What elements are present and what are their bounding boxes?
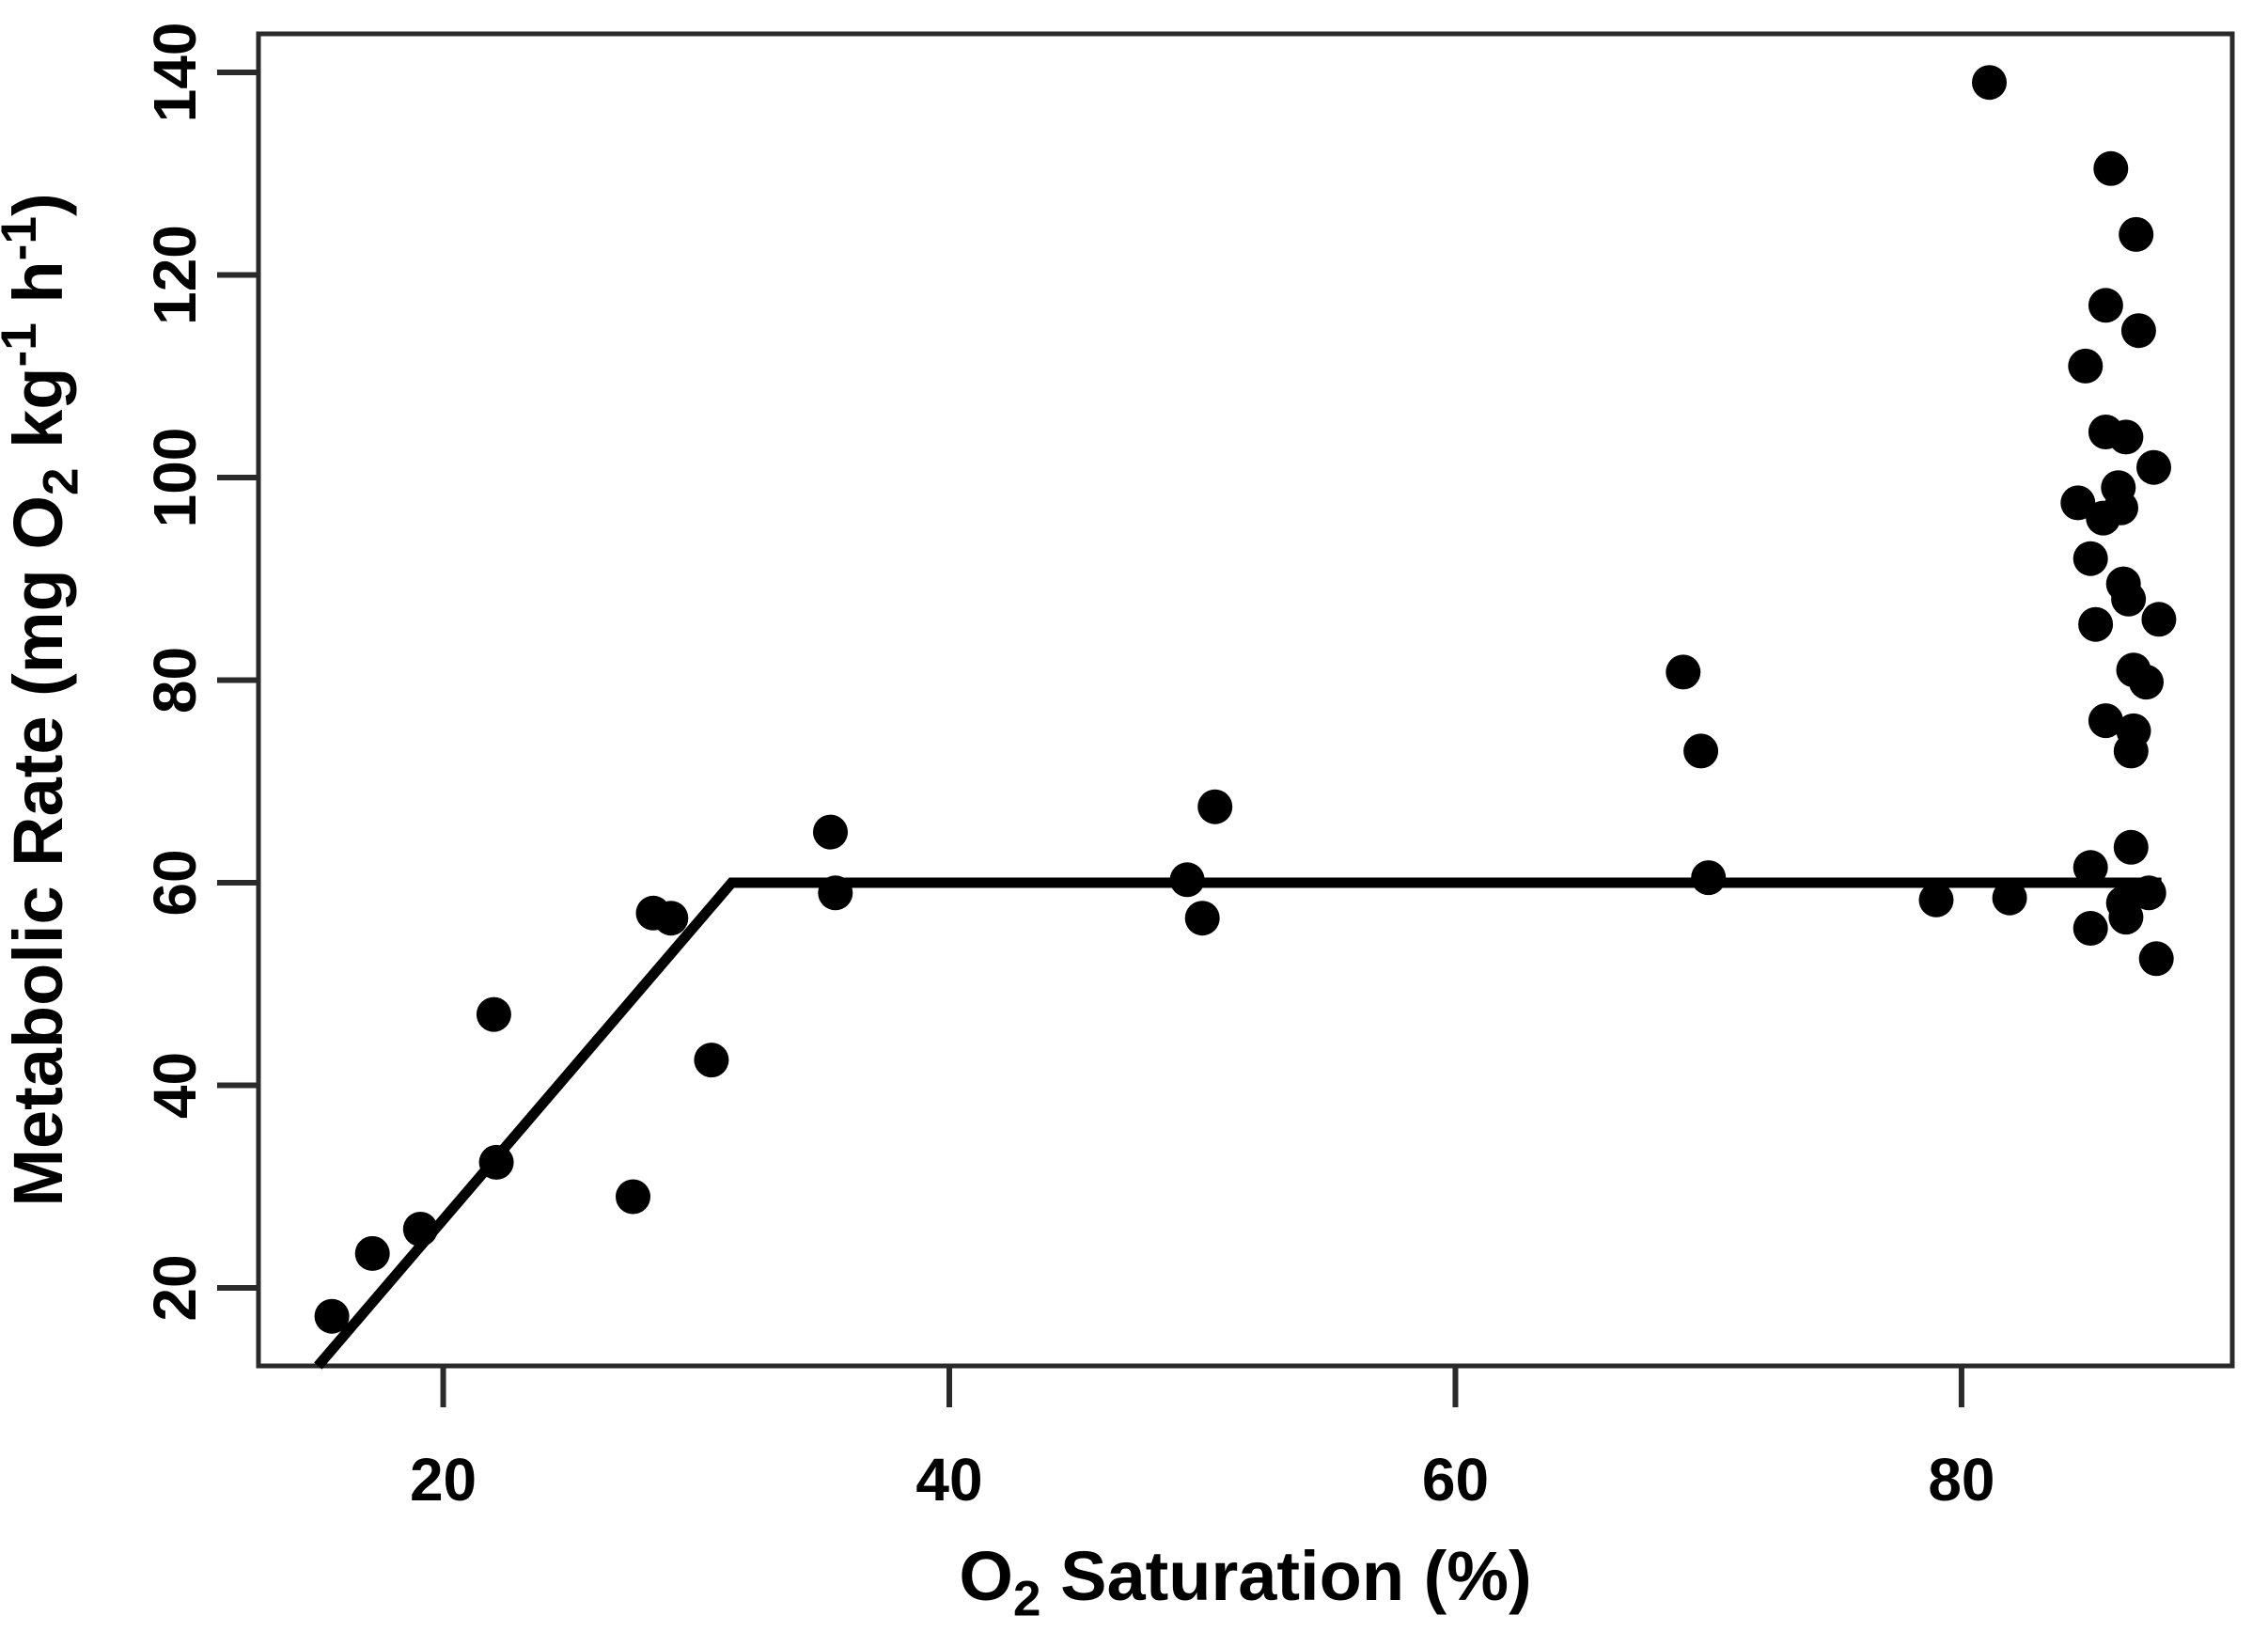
data-point bbox=[1169, 862, 1205, 898]
y-axis-tick-label: 120 bbox=[141, 225, 209, 325]
data-point bbox=[1992, 880, 2027, 916]
y-axis-tick-label: 140 bbox=[141, 23, 209, 123]
data-point bbox=[2129, 665, 2164, 700]
data-point bbox=[2131, 875, 2166, 911]
data-point bbox=[2093, 150, 2129, 186]
data-point bbox=[2116, 713, 2151, 748]
y-axis-title: Metabolic Rate (mg O2 kg-1 h-1) bbox=[0, 193, 88, 1206]
data-point bbox=[476, 996, 511, 1032]
data-point bbox=[1197, 789, 1233, 824]
data-point bbox=[2072, 541, 2108, 576]
data-point bbox=[1184, 901, 1220, 936]
data-point bbox=[1683, 733, 1719, 769]
data-point bbox=[314, 1298, 350, 1334]
data-point bbox=[2141, 602, 2177, 637]
data-point bbox=[694, 1043, 729, 1078]
data-point bbox=[653, 901, 689, 936]
data-point bbox=[1972, 65, 2007, 101]
data-point bbox=[2113, 829, 2149, 865]
y-axis-tick-label: 40 bbox=[141, 1052, 209, 1119]
data-point bbox=[402, 1212, 438, 1247]
data-point bbox=[2138, 941, 2174, 977]
data-point bbox=[2088, 703, 2123, 739]
data-point bbox=[818, 875, 853, 911]
y-axis-tick-label: 60 bbox=[141, 849, 209, 916]
data-point bbox=[2136, 449, 2171, 485]
data-point bbox=[616, 1179, 650, 1215]
x-axis-tick-label: 40 bbox=[915, 1446, 982, 1514]
x-axis-tick-label: 60 bbox=[1422, 1446, 1489, 1514]
data-point bbox=[2104, 490, 2138, 525]
data-point bbox=[478, 1144, 514, 1180]
data-point bbox=[2119, 216, 2154, 252]
y-axis-tick-label: 20 bbox=[141, 1254, 209, 1321]
data-point bbox=[2108, 900, 2144, 935]
data-point bbox=[2078, 606, 2114, 642]
fit-line bbox=[314, 877, 2162, 1370]
data-point bbox=[2120, 313, 2156, 349]
data-point bbox=[2072, 911, 2108, 946]
data-point bbox=[1918, 882, 1954, 918]
y-axis-tick-label: 100 bbox=[141, 428, 209, 528]
data-point bbox=[2068, 348, 2104, 384]
y-axis-tick-label: 80 bbox=[141, 647, 209, 714]
x-axis-tick-label: 20 bbox=[410, 1446, 477, 1514]
x-axis-title: O2 Saturation (%) bbox=[959, 1537, 1531, 1626]
data-point bbox=[2088, 288, 2123, 323]
data-point bbox=[813, 814, 848, 850]
data-point bbox=[1666, 654, 1701, 690]
x-axis-tick-label: 80 bbox=[1928, 1446, 1994, 1514]
data-point bbox=[2072, 850, 2108, 886]
data-point bbox=[2060, 485, 2096, 521]
plot-border bbox=[256, 31, 2235, 1369]
data-point bbox=[2111, 581, 2147, 617]
data-point bbox=[1691, 860, 1727, 896]
data-point bbox=[354, 1235, 390, 1271]
data-point bbox=[2108, 419, 2144, 455]
